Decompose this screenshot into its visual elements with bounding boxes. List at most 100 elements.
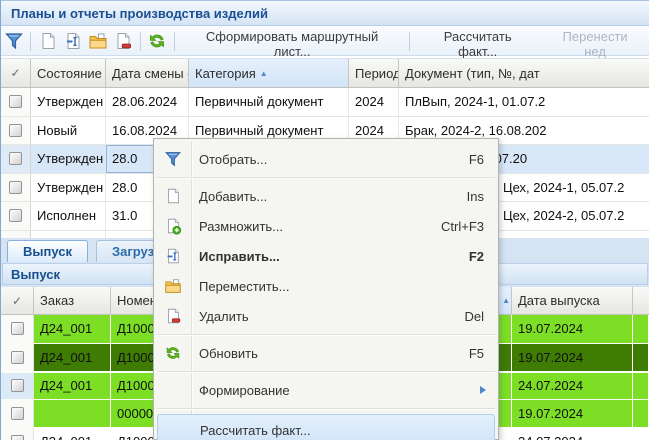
page-title: Планы и отчеты производства изделий [11,6,268,21]
cell-order: Д24_001 [34,373,111,399]
toolbar: Сформировать маршрутный лист... Рассчита… [1,27,649,59]
sort-ascending-icon: ▲ [259,68,268,78]
refresh-icon [147,31,167,51]
checkmark-icon: ✓ [10,66,21,80]
menu-item-calculate-fact[interactable]: Рассчитать факт... [157,414,495,440]
refresh-icon [164,344,182,362]
delete-document-icon [113,31,133,51]
add-button[interactable] [35,29,60,53]
menu-item-formation[interactable]: Формирование [154,375,498,405]
menu-item-add[interactable]: Добавить... Ins [154,181,498,211]
refresh-button[interactable] [145,29,170,53]
column-header-document[interactable]: Документ (тип, №, дат [405,65,540,81]
cell-category: Первичный документ [189,88,349,116]
checkbox[interactable] [9,152,22,166]
cell-document: ПлВып, 2024-1, 01.07.2 [405,94,546,110]
menu-shortcut: Del [464,308,484,324]
move-week-button: Перенести нед [541,29,649,59]
filter-button[interactable] [1,29,26,53]
menu-separator [154,405,498,412]
cell-order [34,399,111,427]
column-header-period[interactable]: Период [349,59,399,87]
cell-state: Утвержден [31,173,106,201]
move-button[interactable] [86,29,111,53]
column-header-category[interactable]: Категория ▲ [189,59,349,87]
checkbox[interactable] [9,209,22,223]
cell-date: 16.08.2024 [106,116,189,144]
column-header-release-date[interactable]: Дата выпуска [512,287,633,314]
filter-icon [164,150,182,168]
column-header-check[interactable]: ✓ [1,59,31,87]
cell-period: 2024 [349,88,399,116]
cell-date: 28.06.2024 [106,88,189,116]
toolbar-separator [30,31,32,51]
menu-item-select[interactable]: Отобрать... F6 [154,144,498,174]
context-menu: Отобрать... F6 Добавить... Ins Размножит… [153,138,499,440]
cell-state: Исполнен [31,202,106,230]
checkmark-icon: ✓ [11,293,23,308]
generate-route-sheet-button[interactable]: Сформировать маршрутный лист... [179,29,405,59]
plans-table-header: ✓ Состояние Дата смены сост Категория▲ П… [1,59,649,88]
column-header-start-date-sliver[interactable]: а▲ [498,287,512,314]
column-header-order[interactable]: Заказ [34,287,111,314]
cell-document: Цех, 2024-1, 05.07.2 [503,179,625,195]
move-folder-icon [88,31,108,51]
toolbar-separator [174,31,176,51]
menu-item-delete[interactable]: Удалить Del [154,301,498,331]
toolbar-separator [409,31,411,51]
cell-release-date: 24.07.2024 [512,373,633,399]
cell-state: Утвержден [31,88,106,116]
checkbox[interactable] [9,180,22,194]
menu-separator [154,331,498,338]
cell-period: 2024 [349,116,399,144]
checkbox[interactable] [9,123,22,137]
window-titlebar: Планы и отчеты производства изделий [1,0,649,26]
edit-document-icon [63,31,83,51]
add-document-icon [164,187,182,205]
checkbox[interactable] [9,95,22,109]
edit-button[interactable] [60,29,85,53]
delete-button[interactable] [111,29,136,53]
cell-document: Брак, 2024-2, 16.08.202 [405,122,547,138]
cell-order: Д24_001 [34,343,111,371]
menu-shortcut: Ctrl+F3 [441,218,484,234]
checkbox[interactable] [10,406,24,420]
cell-state: Утвержден [31,230,106,239]
menu-item-edit[interactable]: Исправить... F2 [154,241,498,271]
cell-document: Цех, 2024-2, 05.07.2 [503,208,625,224]
add-document-icon [38,31,58,51]
column-header-check[interactable]: ✓ [1,287,34,314]
filter-icon [4,31,24,51]
menu-item-refresh[interactable]: Обновить F5 [154,338,498,368]
cell-state: Новый [31,116,106,144]
menu-separator [154,174,498,181]
column-header-extra[interactable] [633,287,649,314]
cell-release-date: 19.07.2024 [512,399,633,427]
checkbox[interactable] [10,350,24,364]
menu-shortcut: F5 [468,345,484,361]
edit-document-icon [164,247,182,265]
checkbox[interactable] [10,435,24,440]
table-row[interactable]: Утвержден 28.06.2024 Первичный документ … [1,88,649,117]
toolbar-separator [139,31,141,51]
move-folder-icon [164,277,182,295]
cell-order: Д24_001 [34,428,111,440]
cell-document: Цех, 2024-3, 05.07.2 [399,231,649,239]
cell-state: Утвержден [31,145,106,173]
copy-document-icon [164,217,182,235]
submenu-arrow-icon [480,386,486,394]
column-header-state[interactable]: Состояние [31,59,106,87]
sort-ascending-icon: ▲ [502,296,510,305]
calculate-fact-button[interactable]: Рассчитать факт... [414,29,541,59]
column-header-state-date[interactable]: Дата смены сост [106,59,189,87]
menu-shortcut: F2 [468,248,484,264]
cell-release-date: 19.07.2024 [512,315,633,343]
menu-separator [154,368,498,375]
checkbox[interactable] [10,322,24,336]
checkbox[interactable] [10,379,24,393]
tab-vypusk[interactable]: Выпуск [7,240,88,262]
menu-item-move[interactable]: Переместить... [154,271,498,301]
menu-shortcut: F6 [468,151,484,167]
menu-item-duplicate[interactable]: Размножить... Ctrl+F3 [154,211,498,241]
table-row[interactable]: Д24_001 Д1000 24.07.2024 [1,428,649,440]
